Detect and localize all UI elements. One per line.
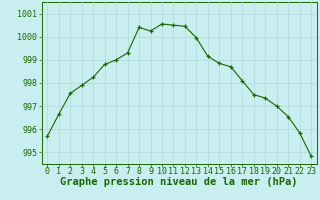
X-axis label: Graphe pression niveau de la mer (hPa): Graphe pression niveau de la mer (hPa): [60, 177, 298, 187]
